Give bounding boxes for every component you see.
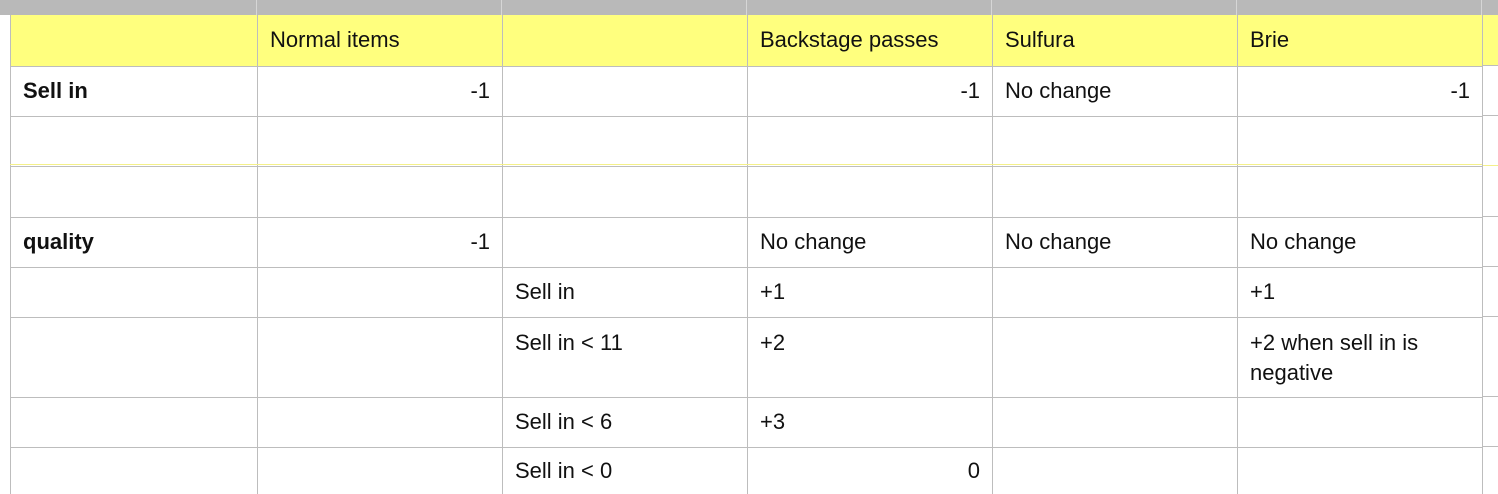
table-cell[interactable] [992,115,1238,167]
table-cell[interactable] [1237,115,1483,167]
row-divider [1483,65,1498,66]
table-cell[interactable]: -1 [257,65,503,117]
table-row: quality -1 No change No change No change [10,216,1483,268]
table-cell[interactable] [992,446,1238,494]
table-row: Sell in < 6 +3 [10,396,1483,448]
table-cell[interactable]: No change [747,216,993,268]
table-cell[interactable] [10,165,258,218]
table-cell[interactable] [10,396,258,448]
row-divider [1483,115,1498,116]
column-divider[interactable] [1236,0,1237,15]
table-row: Sell in < 11 +2 +2 when sell in is negat… [10,316,1483,398]
table-cell[interactable]: Sell in < 11 [502,316,748,398]
table-cell[interactable] [257,316,503,398]
table-cell[interactable]: 0 [747,446,993,494]
table-cell[interactable] [992,316,1238,398]
table-cell[interactable] [10,446,258,494]
table-row: Sell in < 0 0 [10,446,1483,494]
table-cell[interactable] [10,266,258,318]
column-divider[interactable] [501,0,502,15]
table-row [10,115,1483,167]
table-cell[interactable]: +2 when sell in is negative [1237,316,1483,398]
header-cell-sulfura[interactable]: Sulfura [992,15,1238,67]
table-cell[interactable]: Sell in [502,266,748,318]
partial-header-cell [1483,15,1498,65]
column-divider[interactable] [256,0,257,15]
table-cell[interactable] [10,115,258,167]
table-cell[interactable] [992,396,1238,448]
row-divider [1483,446,1498,447]
table-row: Sell in -1 -1 No change -1 [10,65,1483,117]
table-cell[interactable]: +1 [1237,266,1483,318]
table-cell[interactable] [992,266,1238,318]
header-cell[interactable] [502,15,748,67]
table-cell[interactable] [1237,446,1483,494]
table-cell[interactable] [502,165,748,218]
header-cell[interactable] [10,15,258,67]
table-cell[interactable] [257,115,503,167]
table-cell[interactable] [502,65,748,117]
table-cell[interactable]: No change [992,65,1238,117]
table-cell[interactable] [992,165,1238,218]
table-cell[interactable] [257,446,503,494]
row-divider [1483,316,1498,317]
table-cell[interactable]: +3 [747,396,993,448]
table-cell[interactable] [502,115,748,167]
table-cell[interactable] [257,396,503,448]
table-cell[interactable]: No change [1237,216,1483,268]
table-cell[interactable]: -1 [1237,65,1483,117]
table-row [10,165,1483,218]
row-divider [1483,165,1498,166]
column-header-bar[interactable] [0,0,1498,15]
table-cell[interactable]: +1 [747,266,993,318]
table-row: Sell in +1 +1 [10,266,1483,318]
row-divider [1483,216,1498,217]
column-divider[interactable] [991,0,992,15]
row-divider [1483,396,1498,397]
header-cell-backstage-passes[interactable]: Backstage passes [747,15,993,67]
table-cell[interactable] [10,316,258,398]
table-cell[interactable] [257,165,503,218]
table-cell[interactable] [747,115,993,167]
table-cell[interactable]: +2 [747,316,993,398]
partial-column[interactable] [1482,15,1498,494]
table-cell[interactable] [1237,396,1483,448]
table-cell[interactable]: -1 [747,65,993,117]
table-cell[interactable] [747,165,993,218]
table-cell[interactable]: -1 [257,216,503,268]
header-cell-normal-items[interactable]: Normal items [257,15,503,67]
data-table: Normal items Backstage passes Sulfura Br… [10,15,1483,494]
row-divider [1483,266,1498,267]
header-row: Normal items Backstage passes Sulfura Br… [10,15,1483,67]
table-cell[interactable] [502,216,748,268]
table-cell[interactable]: No change [992,216,1238,268]
table-cell[interactable] [1237,165,1483,218]
row-label-sell-in[interactable]: Sell in [10,65,258,117]
table-cell[interactable] [257,266,503,318]
header-cell-brie[interactable]: Brie [1237,15,1483,67]
table-cell[interactable]: Sell in < 0 [502,446,748,494]
column-divider[interactable] [1481,0,1482,15]
table-cell[interactable]: Sell in < 6 [502,396,748,448]
column-divider[interactable] [746,0,747,15]
row-label-quality[interactable]: quality [10,216,258,268]
